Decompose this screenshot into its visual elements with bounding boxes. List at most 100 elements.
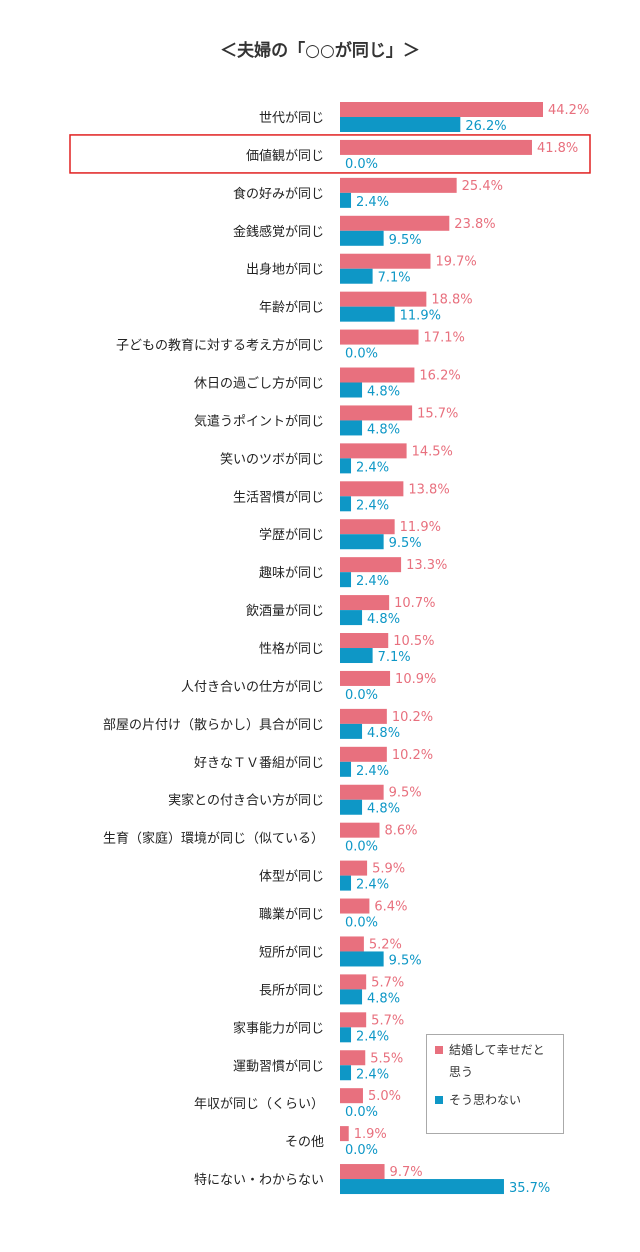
value-label-not-happy: 7.1%: [378, 271, 411, 286]
category-label: 部屋の片付け（散らかし）具合が同じ: [103, 718, 324, 733]
value-label-not-happy: 4.8%: [367, 726, 400, 741]
highlight-box: [69, 134, 591, 174]
legend-item-happy: 結婚して幸せだと思う: [435, 1039, 555, 1083]
bar-not-happy: [340, 1179, 504, 1195]
value-label-happy: 5.7%: [371, 975, 404, 990]
bar-happy: [340, 215, 450, 231]
value-label-happy: 6.4%: [374, 900, 407, 915]
bar-not-happy: [340, 496, 352, 512]
value-label-happy: 17.1%: [424, 331, 465, 346]
bar-not-happy: [340, 648, 373, 664]
bar-happy: [340, 177, 457, 193]
category-label: その他: [285, 1135, 324, 1150]
category-label: 年収が同じ（くらい）: [194, 1097, 324, 1112]
category-label: 特にない・わからない: [194, 1173, 324, 1188]
value-label-not-happy: 9.5%: [389, 536, 422, 551]
value-label-happy: 15.7%: [417, 406, 458, 421]
value-label-not-happy: 26.2%: [465, 119, 506, 134]
value-label-happy: 5.2%: [369, 937, 402, 952]
bar-not-happy: [340, 1065, 352, 1081]
value-label-not-happy: 9.5%: [389, 953, 422, 968]
bar-not-happy: [340, 420, 363, 436]
category-label: 生育（家庭）環境が同じ（似ている）: [103, 831, 324, 847]
bar-happy: [340, 784, 384, 800]
bar-not-happy: [340, 799, 363, 815]
category-label: 年齢が同じ: [259, 301, 324, 316]
bar-happy: [340, 1012, 367, 1028]
bar-happy: [340, 1126, 349, 1142]
legend-swatch-happy: [435, 1046, 443, 1054]
value-label-not-happy: 4.8%: [367, 385, 400, 400]
bar-not-happy: [340, 268, 373, 284]
bar-happy: [340, 670, 391, 686]
category-label: 性格が同じ: [259, 641, 324, 657]
category-label: 生活習慣が同じ: [233, 489, 324, 505]
bar-not-happy: [340, 192, 352, 208]
bar-happy: [340, 405, 413, 421]
value-label-not-happy: 2.4%: [356, 460, 389, 475]
category-label: 金銭感覚が同じ: [233, 224, 324, 240]
category-label: 食の好みが同じ: [233, 186, 324, 202]
category-label: 長所が同じ: [259, 983, 324, 998]
bar-happy: [340, 481, 404, 497]
bar-happy: [340, 1050, 366, 1066]
value-label-happy: 13.8%: [408, 482, 449, 497]
bar-happy: [340, 746, 387, 762]
value-label-not-happy: 2.4%: [356, 878, 389, 893]
category-label: 体型が同じ: [259, 870, 324, 885]
bar-happy: [340, 974, 367, 990]
bar-happy: [340, 139, 532, 155]
value-label-not-happy: 4.8%: [367, 612, 400, 627]
bar-happy: [340, 860, 368, 876]
category-label: 休日の過ごし方が同じ: [194, 376, 324, 392]
bar-happy: [340, 633, 389, 649]
value-label-happy: 10.7%: [394, 596, 435, 611]
category-label: 家事能力が同じ: [233, 1020, 324, 1036]
value-label-happy: 16.2%: [419, 369, 460, 384]
value-label-not-happy: 0.0%: [345, 1143, 378, 1158]
value-label-happy: 10.2%: [392, 748, 433, 763]
bar-happy: [340, 898, 370, 914]
value-label-not-happy: 2.4%: [356, 195, 389, 210]
bar-not-happy: [340, 989, 363, 1005]
bar-happy: [340, 1088, 363, 1104]
category-label: 出身地が同じ: [246, 262, 324, 278]
category-label: 職業が同じ: [259, 907, 324, 923]
value-label-happy: 5.9%: [372, 862, 405, 877]
category-label: 子どもの教育に対する考え方が同じ: [116, 338, 324, 354]
bar-not-happy: [340, 458, 352, 474]
value-label-not-happy: 0.0%: [345, 1105, 378, 1120]
value-label-not-happy: 4.8%: [367, 991, 400, 1006]
legend-swatch-not-happy: [435, 1096, 443, 1104]
value-label-happy: 14.5%: [412, 444, 453, 459]
bar-happy: [340, 291, 427, 307]
legend-label-not-happy: そう思わない: [449, 1093, 522, 1107]
bar-happy: [340, 936, 364, 952]
category-label: 笑いのツボが同じ: [220, 451, 324, 467]
value-label-happy: 10.2%: [392, 710, 433, 725]
bar-not-happy: [340, 875, 352, 891]
value-label-not-happy: 9.5%: [389, 233, 422, 248]
value-label-happy: 18.8%: [431, 293, 472, 308]
value-label-happy: 10.9%: [395, 672, 436, 687]
bar-happy: [340, 443, 407, 459]
legend-item-not-happy: そう思わない: [435, 1089, 555, 1111]
value-label-not-happy: 0.0%: [345, 347, 378, 362]
value-label-not-happy: 7.1%: [378, 650, 411, 665]
bar-happy: [340, 1164, 385, 1180]
value-label-not-happy: 0.0%: [345, 840, 378, 855]
value-label-happy: 13.3%: [406, 558, 447, 573]
category-label: 好きなＴＶ番組が同じ: [194, 756, 324, 771]
value-label-not-happy: 4.8%: [367, 802, 400, 817]
bar-not-happy: [340, 117, 461, 132]
bar-happy: [340, 102, 543, 117]
category-label: 運動習慣が同じ: [233, 1058, 324, 1074]
value-label-happy: 23.8%: [454, 217, 495, 232]
value-label-happy: 19.7%: [435, 255, 476, 270]
bar-not-happy: [340, 951, 384, 967]
bar-not-happy: [340, 534, 384, 550]
value-label-not-happy: 2.4%: [356, 1067, 389, 1082]
bar-not-happy: [340, 382, 363, 398]
value-label-happy: 41.8%: [537, 141, 578, 156]
value-label-happy: 5.7%: [371, 1013, 404, 1028]
